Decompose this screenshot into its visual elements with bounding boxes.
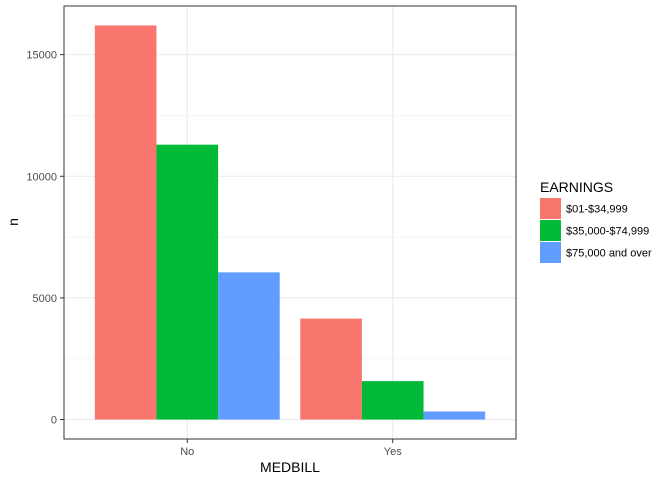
bar-no-2 xyxy=(218,272,280,420)
legend: EARNINGS $01-$34,999 $35,000-$74,999 $75,0… xyxy=(540,179,652,263)
legend-title: EARNINGS xyxy=(540,179,613,195)
bar-no-1 xyxy=(156,144,219,420)
panel-border xyxy=(63,5,517,440)
y-tick-label: 5000 xyxy=(33,293,57,305)
x-tick-label: No xyxy=(180,446,194,458)
legend-label: $75,000 and over xyxy=(566,248,652,260)
bar-yes-2 xyxy=(423,411,486,420)
bar-yes-0 xyxy=(300,318,362,420)
x-axis-ticks: No Yes xyxy=(180,439,402,458)
y-axis-title: n xyxy=(5,218,21,226)
y-axis-ticks: 0 5000 10000 15000 xyxy=(26,50,64,427)
legend-key xyxy=(540,220,561,241)
bar-yes-1 xyxy=(361,381,424,420)
y-tick-label: 0 xyxy=(51,415,57,427)
bars xyxy=(94,25,486,420)
legend-label: $01-$34,999 xyxy=(566,204,628,216)
y-tick-label: 15000 xyxy=(26,50,57,62)
x-tick-label: Yes xyxy=(384,446,402,458)
legend-key xyxy=(540,198,561,219)
bar-no-0 xyxy=(94,25,157,420)
legend-label: $35,000-$74,999 xyxy=(566,226,649,238)
x-axis-title: MEDBILL xyxy=(260,459,320,475)
legend-key xyxy=(540,242,561,263)
y-tick-label: 10000 xyxy=(26,171,57,183)
